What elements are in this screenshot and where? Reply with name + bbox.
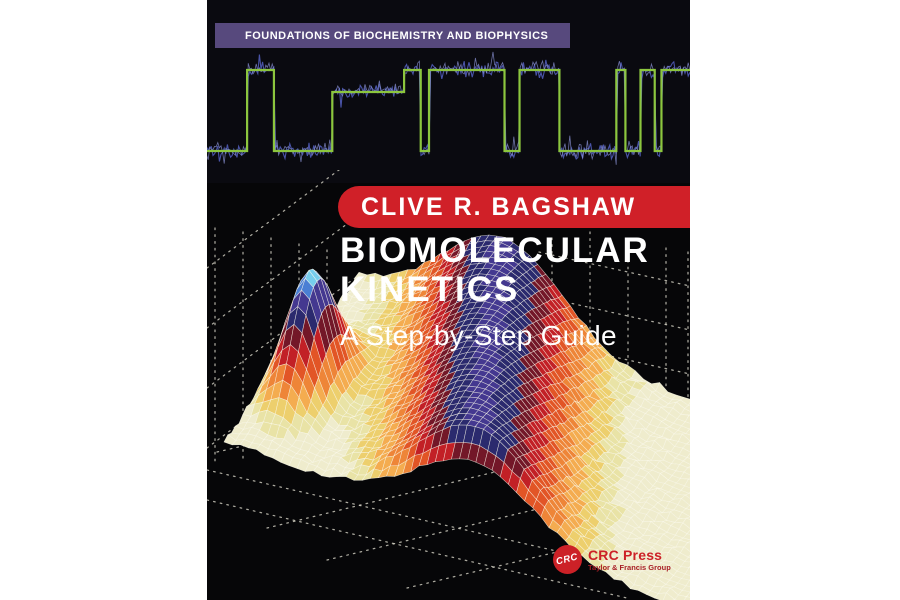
single-channel-trace-plot bbox=[207, 51, 690, 165]
3d-surface-plot bbox=[207, 170, 690, 600]
author-name: CLIVE R. BAGSHAW bbox=[361, 192, 637, 221]
series-title: FOUNDATIONS OF BIOCHEMISTRY AND BIOPHYSI… bbox=[245, 29, 549, 42]
crc-circle-icon: CRC bbox=[553, 545, 582, 574]
publisher-logo: CRC CRC Press Taylor & Francis Group bbox=[553, 545, 671, 574]
book-title-line2: KINETICS bbox=[340, 270, 520, 309]
publisher-text: CRC Press Taylor & Francis Group bbox=[588, 548, 671, 572]
series-banner: FOUNDATIONS OF BIOCHEMISTRY AND BIOPHYSI… bbox=[215, 23, 570, 48]
publisher-name: CRC Press bbox=[588, 546, 663, 563]
book-subtitle: A Step-by-Step Guide bbox=[340, 320, 617, 351]
book-title-line1: BIOMOLECULAR bbox=[340, 231, 650, 270]
crc-badge-text: CRC bbox=[555, 551, 580, 568]
author-banner: CLIVE R. BAGSHAW bbox=[338, 186, 690, 228]
book-cover: FOUNDATIONS OF BIOCHEMISTRY AND BIOPHYSI… bbox=[207, 0, 690, 600]
publisher-group: Taylor & Francis Group bbox=[588, 562, 671, 572]
title-block: BIOMOLECULAR KINETICS A Step-by-Step Gui… bbox=[340, 231, 650, 352]
